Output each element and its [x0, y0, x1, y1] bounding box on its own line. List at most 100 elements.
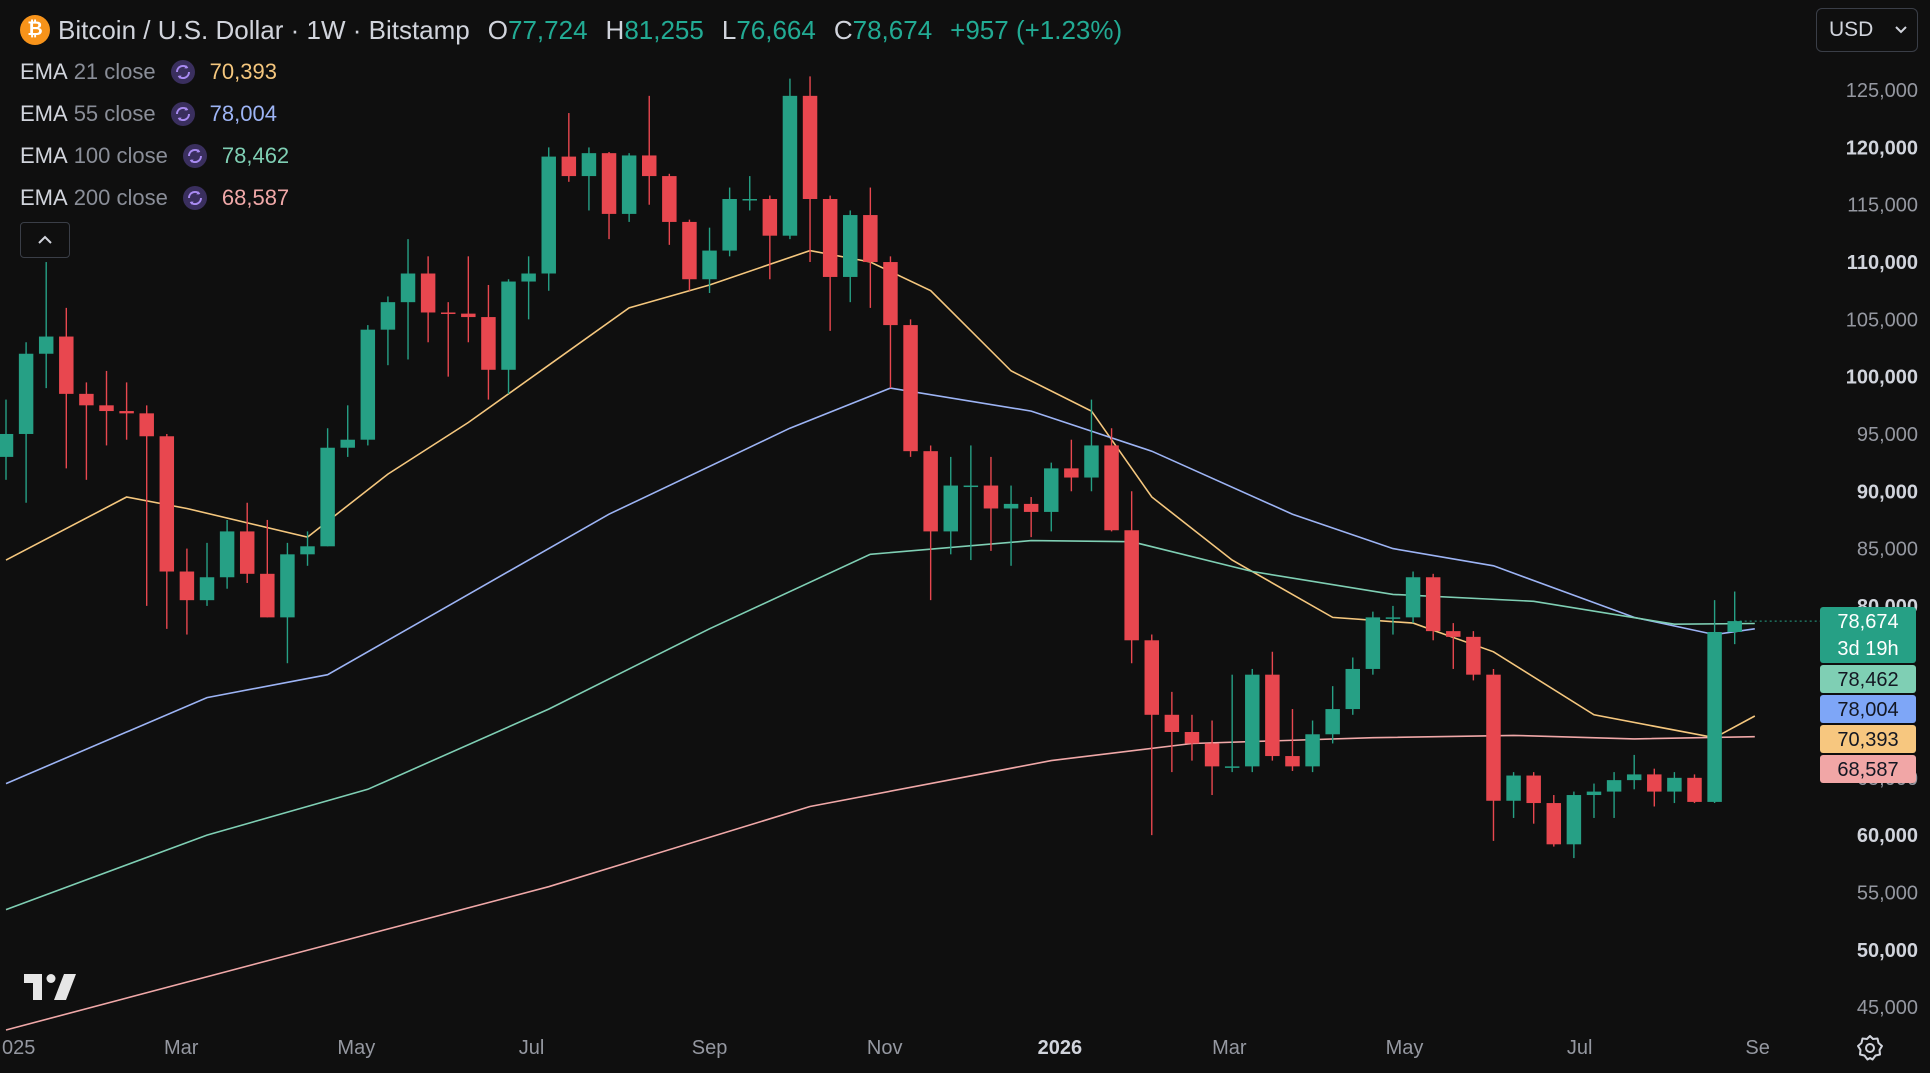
candle-down — [1486, 668, 1501, 841]
candle-up — [0, 399, 14, 480]
ohlc-low-key: L — [721, 14, 737, 45]
candle-up — [541, 147, 556, 291]
candle-body — [762, 199, 778, 236]
candle-down — [561, 113, 577, 182]
price-label-bg — [1820, 755, 1916, 783]
candle-down — [883, 256, 898, 389]
candle-body — [1365, 617, 1381, 669]
candle-up — [1667, 772, 1682, 804]
candle-down — [1104, 428, 1119, 532]
refresh-icon[interactable] — [182, 185, 208, 211]
x-tick-label: May — [337, 1037, 375, 1059]
candle-body — [662, 176, 677, 222]
y-tick-label: 105,000 — [1846, 309, 1918, 331]
candle-body — [883, 262, 898, 326]
candle-down — [99, 370, 114, 446]
candle-body — [461, 313, 476, 318]
price-labels: 78,674 3d 19h 78,462 78,004 70,393 68,587 — [1734, 607, 1916, 783]
candle-down — [1204, 720, 1220, 796]
candle-up — [1084, 399, 1099, 492]
candle-body — [1566, 795, 1582, 845]
candle-body — [601, 153, 617, 214]
candle-up — [843, 210, 858, 303]
candle-body — [400, 273, 416, 303]
refresh-icon[interactable] — [170, 59, 196, 85]
candle-body — [621, 155, 637, 214]
candle-down — [1546, 795, 1562, 847]
candle-down — [601, 152, 617, 240]
y-tick-label: 45,000 — [1857, 997, 1918, 1019]
legend-ema-label: EMA — [20, 59, 68, 84]
candle-body — [440, 312, 456, 314]
x-tick-label: Nov — [867, 1037, 903, 1059]
candle-body — [159, 436, 175, 572]
price-label-text: 78,004 — [1837, 699, 1898, 721]
candle-body — [0, 433, 14, 457]
candle-body — [1425, 577, 1441, 632]
currency-select[interactable]: USD — [1816, 8, 1918, 52]
legend-ema-params: 55 close — [73, 101, 156, 126]
legend-ema-params: 21 close — [73, 59, 156, 84]
candle-down — [1023, 497, 1039, 538]
tradingview-logo[interactable] — [24, 972, 80, 1002]
candle-up — [300, 531, 315, 566]
candle-down — [641, 95, 657, 205]
ohlc-close-value: 78,674 — [852, 14, 933, 45]
candle-body — [983, 485, 999, 509]
candle-body — [59, 336, 74, 394]
legend-ema-100[interactable]: EMA 100 close 78,462 — [20, 137, 289, 175]
candle-body — [320, 447, 335, 547]
candle-down — [139, 405, 154, 606]
price-label-text: 68,587 — [1837, 759, 1898, 781]
candle-body — [521, 273, 536, 282]
legend-ema-21[interactable]: EMA 21 close 70,393 — [20, 53, 277, 91]
x-tick-label: 2026 — [1038, 1037, 1083, 1059]
candle-body — [1144, 640, 1160, 715]
price-axis[interactable]: 125,000 120,000 115,000 110,000 105,000 100,0… — [1846, 80, 1918, 1019]
price-label: 78,674 3d 19h — [1820, 607, 1916, 663]
y-tick-label: 125,000 — [1846, 80, 1918, 102]
y-tick-label: 100,000 — [1846, 367, 1918, 389]
legend-ema-55[interactable]: EMA 55 close 78,004 — [20, 95, 277, 133]
x-tick-label: Jul — [1567, 1037, 1593, 1059]
candle-down — [440, 302, 456, 377]
candle-down — [983, 456, 999, 551]
candle-down — [1285, 709, 1300, 771]
time-axis[interactable]: 025 Mar May Jul Sep Nov 2026 Mar May Jul Se — [2, 1037, 1770, 1059]
legend-ema-200[interactable]: EMA 200 close 68,587 — [20, 179, 289, 217]
candle-up — [1707, 600, 1722, 804]
candle-body — [99, 405, 114, 412]
refresh-icon[interactable] — [182, 143, 208, 169]
candle-down — [1144, 634, 1160, 836]
x-tick-label: Mar — [164, 1037, 199, 1059]
candle-body — [340, 439, 355, 448]
x-tick-label: Se — [1745, 1037, 1769, 1059]
collapse-legend-button[interactable] — [20, 222, 70, 258]
ema-line-55 — [5, 387, 1755, 785]
y-tick-label: 115,000 — [1847, 195, 1918, 217]
refresh-icon[interactable] — [170, 101, 196, 127]
candle-body — [239, 531, 255, 574]
bitcoin-icon[interactable]: ₿ — [20, 15, 50, 45]
candle-body — [1667, 777, 1682, 792]
candle-down — [461, 256, 476, 343]
y-tick-label: 90,000 — [1857, 481, 1918, 503]
candle-body — [1184, 731, 1200, 744]
ohlc-high-value: 81,255 — [624, 14, 704, 45]
candle-up — [782, 78, 798, 240]
candle-body — [1586, 791, 1602, 796]
candle-up — [38, 262, 54, 389]
candle-up — [219, 519, 235, 589]
candle-up — [1365, 611, 1381, 675]
candle-down — [1124, 491, 1139, 664]
symbol-title[interactable]: Bitcoin / U.S. Dollar · 1W · Bitstamp — [58, 14, 470, 45]
candle-body — [802, 95, 818, 200]
y-tick-label: 95,000 — [1857, 424, 1918, 446]
candle-body — [782, 95, 798, 236]
candle-body — [1285, 756, 1300, 767]
candle-down — [682, 219, 697, 291]
candle-body — [1104, 445, 1119, 531]
ohlc-high-key: H — [605, 14, 625, 45]
gear-icon[interactable] — [1856, 1034, 1884, 1062]
